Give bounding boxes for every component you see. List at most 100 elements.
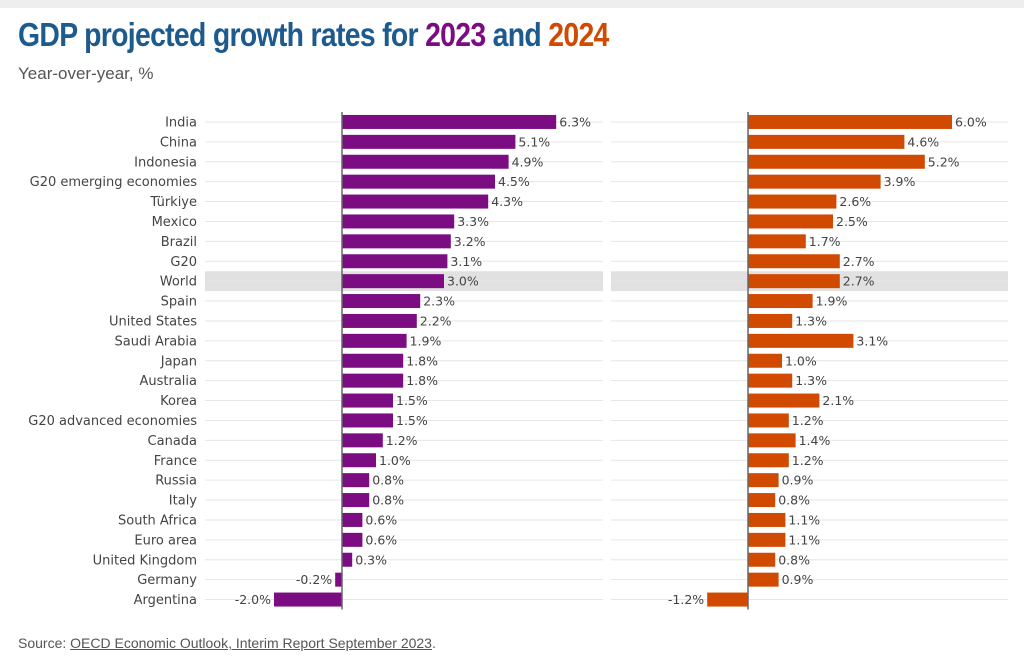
data-label-2024-indonesia: 5.2%	[928, 154, 960, 169]
bar-2024-turkiye	[748, 194, 837, 209]
category-label-china: China	[160, 135, 197, 150]
bar-2024-brazil	[748, 234, 806, 249]
data-label-2023-united-kingdom: 0.3%	[355, 552, 387, 567]
data-label-2023-korea: 1.5%	[396, 393, 428, 408]
bar-2023-united-states	[342, 313, 417, 328]
bar-2024-g20-advanced-economies	[748, 413, 789, 428]
data-label-2023-g20-emerging-economies: 4.5%	[498, 174, 530, 189]
bar-2024-china	[748, 134, 905, 149]
bar-2024-united-kingdom	[748, 552, 776, 567]
category-label-south-africa: South Africa	[118, 513, 197, 528]
bar-2023-italy	[342, 493, 370, 508]
data-label-2024-italy: 0.8%	[778, 493, 810, 508]
data-label-2024-mexico: 2.5%	[836, 214, 868, 229]
bar-2023-g20-advanced-economies	[342, 413, 393, 428]
category-label-united-states: United States	[109, 314, 197, 329]
bar-2024-g20	[748, 254, 840, 269]
chart-subtitle: Year-over-year, %	[18, 64, 154, 83]
category-label-france: France	[154, 454, 197, 469]
bar-2024-united-states	[748, 313, 793, 328]
data-label-2023-turkiye: 4.3%	[491, 194, 523, 209]
data-label-2023-argentina: -2.0%	[235, 592, 271, 607]
data-label-2023-germany: -0.2%	[296, 572, 332, 587]
bar-2024-mexico	[748, 214, 833, 229]
data-label-2024-g20: 2.7%	[843, 254, 875, 269]
bar-2024-india	[748, 114, 952, 129]
category-label-india: India	[165, 115, 197, 130]
category-label-korea: Korea	[160, 394, 197, 409]
data-label-2024-russia: 0.9%	[782, 473, 814, 488]
data-label-2024-japan: 1.0%	[785, 353, 817, 368]
bar-2023-saudi-arabia	[342, 333, 407, 348]
category-label-canada: Canada	[148, 434, 197, 449]
data-label-2023-canada: 1.2%	[386, 433, 418, 448]
category-label-brazil: Brazil	[161, 235, 197, 250]
data-label-2024-france: 1.2%	[792, 453, 824, 468]
data-label-2023-g20: 3.1%	[450, 254, 482, 269]
bar-2024-euro-area	[748, 532, 786, 547]
data-label-2023-australia: 1.8%	[406, 373, 438, 388]
data-label-2024-canada: 1.4%	[799, 433, 831, 448]
data-label-2024-korea: 2.1%	[822, 393, 854, 408]
data-label-2024-germany: 0.9%	[782, 572, 814, 587]
bar-2023-g20-emerging-economies	[342, 174, 495, 189]
data-label-2024-g20-emerging-economies: 3.9%	[884, 174, 916, 189]
category-label-turkiye: Türkiye	[149, 195, 197, 210]
bar-2024-saudi-arabia	[748, 333, 854, 348]
category-label-argentina: Argentina	[134, 593, 197, 608]
data-label-2024-spain: 1.9%	[816, 294, 848, 309]
data-label-2024-india: 6.0%	[955, 114, 987, 129]
data-label-2023-united-states: 2.2%	[420, 313, 452, 328]
bar-2024-canada	[748, 433, 796, 448]
bar-2023-australia	[342, 373, 404, 388]
data-label-2024-united-states: 1.3%	[795, 313, 827, 328]
bar-2023-india	[342, 114, 557, 129]
source-end: .	[431, 635, 436, 651]
data-label-2024-china: 4.6%	[907, 134, 939, 149]
category-label-saudi-arabia: Saudi Arabia	[115, 334, 198, 349]
data-label-2024-united-kingdom: 0.8%	[778, 552, 810, 567]
data-label-2024-saudi-arabia: 3.1%	[856, 333, 888, 348]
data-label-2023-spain: 2.3%	[423, 294, 455, 309]
category-label-world: World	[160, 275, 197, 290]
data-label-2023-world: 3.0%	[447, 274, 479, 289]
bar-2023-south-africa	[342, 512, 363, 527]
bar-2023-g20	[342, 254, 448, 269]
bar-2023-brazil	[342, 234, 451, 249]
bar-2023-euro-area	[342, 532, 363, 547]
bar-2024-spain	[748, 294, 813, 309]
bar-2024-russia	[748, 473, 779, 488]
title-year-2023: 2023	[425, 16, 486, 53]
bar-2024-argentina	[707, 592, 748, 607]
bar-2023-korea	[342, 393, 393, 408]
data-label-2023-china: 5.1%	[518, 134, 550, 149]
bar-2023-spain	[342, 294, 421, 309]
data-label-2023-italy: 0.8%	[372, 493, 404, 508]
data-label-2024-world: 2.7%	[843, 274, 875, 289]
data-label-2023-mexico: 3.3%	[457, 214, 489, 229]
data-label-2023-brazil: 3.2%	[454, 234, 486, 249]
title-year-2024: 2024	[548, 16, 609, 53]
bar-2023-germany	[335, 572, 342, 587]
chart-title: GDP projected growth rates for 2023 and …	[18, 16, 609, 54]
bar-2024-indonesia	[748, 154, 925, 169]
bar-2023-canada	[342, 433, 383, 448]
bar-2023-mexico	[342, 214, 455, 229]
bar-2024-g20-emerging-economies	[748, 174, 881, 189]
bar-2024-world	[748, 274, 840, 289]
data-label-2023-g20-advanced-economies: 1.5%	[396, 413, 428, 428]
data-label-2024-brazil: 1.7%	[809, 234, 841, 249]
bar-2024-south-africa	[748, 512, 786, 527]
source-link[interactable]: OECD Economic Outlook, Interim Report Se…	[70, 635, 432, 651]
category-label-germany: Germany	[137, 573, 197, 588]
data-label-2024-argentina: -1.2%	[668, 592, 704, 607]
data-label-2023-indonesia: 4.9%	[512, 154, 544, 169]
category-label-mexico: Mexico	[152, 215, 197, 230]
category-label-italy: Italy	[169, 494, 198, 509]
data-label-2023-india: 6.3%	[559, 114, 591, 129]
bar-2024-france	[748, 453, 789, 468]
bar-2023-france	[342, 453, 376, 468]
bar-2023-united-kingdom	[342, 552, 353, 567]
bar-2023-russia	[342, 473, 370, 488]
